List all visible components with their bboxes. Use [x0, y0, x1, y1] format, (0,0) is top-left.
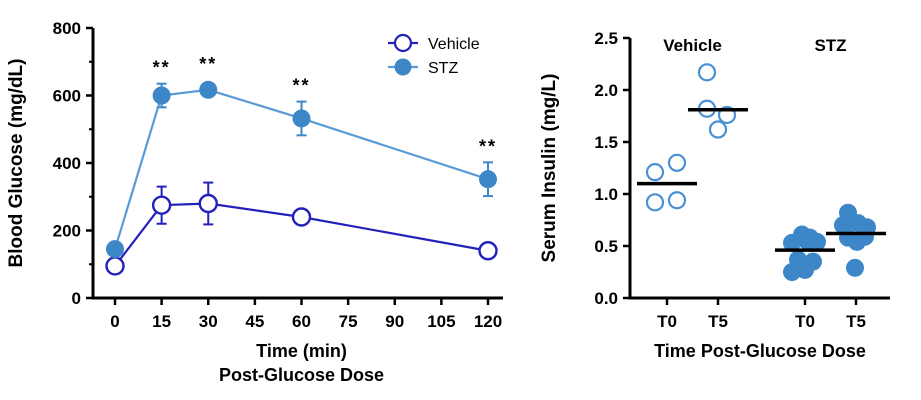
data-point-filled: [846, 258, 864, 277]
series-stz: ** ** ** **: [106, 54, 497, 259]
x-tick-label: 0: [110, 312, 119, 331]
serum-insulin-dot-plot: 0.0 0.5 1.0 1.5 2.0 2.5 T0 T5 T0 T5 Vehicle STZ Seru…: [539, 29, 890, 361]
data-point-filled: [106, 240, 124, 259]
significance-marker: **: [153, 58, 171, 78]
data-point-open: [198, 193, 218, 214]
significance-marker: **: [479, 136, 497, 156]
data-point-open: [697, 63, 717, 82]
group-vehicle-t5: [688, 63, 748, 139]
y-axis-title: Blood Glucose (mg/dL): [6, 59, 27, 268]
y-tick-label: 0.0: [594, 289, 618, 308]
axes: 0.0 0.5 1.0 1.5 2.0 2.5 T0 T5 T0 T5: [594, 29, 890, 331]
data-point-open: [667, 153, 687, 172]
x-tick-label: 90: [385, 312, 404, 331]
x-tick-label: 120: [474, 312, 502, 331]
x-axis-title-line2: Post-Glucose Dose: [219, 365, 384, 385]
x-tick-label: 45: [245, 312, 264, 331]
group-stz-t5: [826, 203, 886, 277]
x-tick-label: T0: [795, 312, 815, 331]
group-header: STZ: [814, 36, 846, 55]
x-axis-title: Time Post-Glucose Dose: [654, 341, 866, 361]
data-point-open: [478, 241, 498, 261]
group-vehicle-t0: [637, 153, 697, 212]
data-point-filled: [479, 170, 497, 189]
y-tick-label: 0.5: [594, 237, 618, 256]
legend: Vehicle STZ: [388, 33, 480, 77]
legend-marker-filled: [394, 58, 412, 76]
series-vehicle: [105, 181, 498, 276]
data-point-open: [151, 195, 172, 215]
y-tick-label: 2.5: [594, 29, 618, 48]
significance-marker: **: [292, 76, 310, 96]
data-point-open: [645, 193, 665, 212]
significance-marker: **: [199, 54, 217, 74]
y-tick-label: 1.0: [594, 185, 618, 204]
x-tick-label: 105: [427, 312, 455, 331]
data-point-filled: [292, 109, 311, 128]
x-tick-label: 30: [199, 312, 218, 331]
axes: 0 200 400 600 800 0 15 30 45 60 75 90 105 120: [53, 19, 503, 331]
x-tick-label: T5: [846, 312, 866, 331]
x-tick-label: 75: [339, 312, 358, 331]
data-point-filled: [199, 80, 218, 99]
group-header: Vehicle: [663, 36, 722, 55]
y-tick-label: 800: [53, 19, 81, 38]
y-axis-title: Serum Insulin (mg/L): [539, 74, 560, 263]
y-tick-label: 1.5: [594, 133, 618, 152]
x-tick-label: T0: [657, 312, 677, 331]
data-point-open: [708, 120, 728, 139]
y-tick-label: 0: [72, 289, 81, 308]
data-point-open: [645, 163, 665, 182]
y-tick-label: 600: [53, 87, 81, 106]
data-point-open: [105, 256, 125, 276]
y-tick-label: 200: [53, 222, 81, 241]
x-tick-label: 15: [152, 312, 171, 331]
data-point-filled: [783, 263, 801, 281]
legend-label: STZ: [428, 60, 458, 77]
y-tick-label: 2.0: [594, 81, 618, 100]
legend-marker-open: [393, 33, 413, 53]
blood-glucose-line-chart: 0 200 400 600 800 0 15 30 45 60 75 90 105 120 Blood Gl…: [6, 19, 503, 385]
data-point-open: [667, 191, 687, 210]
data-point-open: [291, 207, 312, 227]
group-stz-t0: [775, 225, 835, 281]
data-point-filled: [152, 86, 171, 105]
x-tick-label: 60: [292, 312, 311, 331]
data-point-filled: [848, 232, 866, 251]
data-point-filled: [808, 232, 826, 251]
x-axis-title-line1: Time (min): [256, 341, 347, 361]
data-point-filled: [783, 233, 801, 252]
y-tick-label: 400: [53, 154, 81, 173]
x-tick-label: T5: [708, 312, 728, 331]
legend-label: Vehicle: [428, 36, 480, 53]
